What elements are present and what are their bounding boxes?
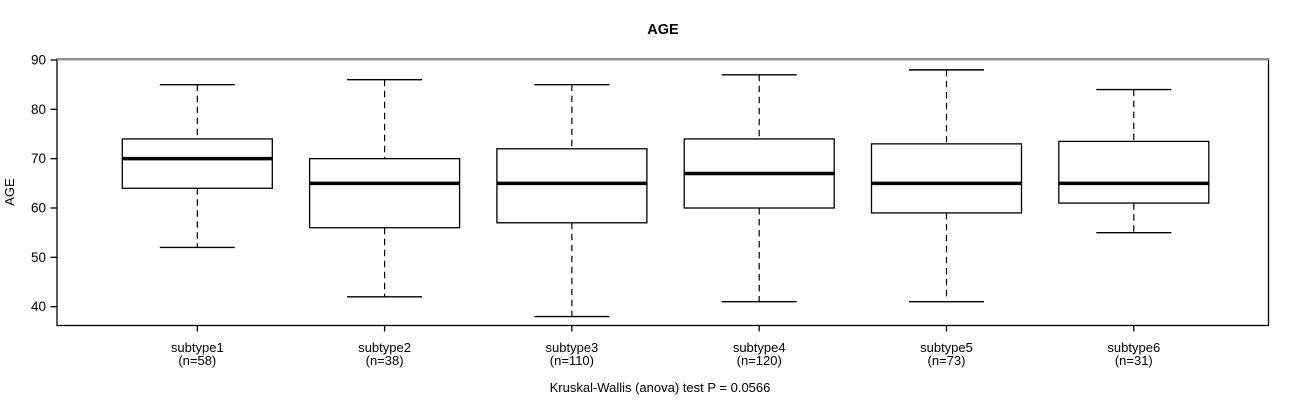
x-label-subtype6: subtype6 [1107, 340, 1160, 355]
y-tick-label-90: 90 [31, 53, 46, 68]
x-label-n-subtype1: (n=58) [178, 353, 216, 368]
boxplot-subtype2: subtype2(n=38) [308, 79, 461, 368]
x-label-subtype3: subtype3 [546, 340, 599, 355]
y-tick-label-50: 50 [31, 250, 46, 265]
x-label-subtype5: subtype5 [920, 340, 973, 355]
chart-title: AGE [647, 22, 679, 38]
iqr-box [496, 148, 648, 224]
x-label-n-subtype2: (n=38) [366, 353, 404, 368]
x-label-subtype1: subtype1 [171, 340, 224, 355]
x-label-subtype2: subtype2 [358, 340, 411, 355]
iqr-box [121, 138, 273, 189]
boxplot-subtype4: subtype4(n=120) [683, 74, 835, 368]
x-label-n-subtype5: (n=73) [928, 353, 966, 368]
y-tick-label-70: 70 [31, 151, 46, 166]
x-label-n-subtype4: (n=120) [737, 353, 782, 368]
iqr-box [308, 158, 461, 229]
iqr-box [1058, 140, 1210, 204]
x-label-subtype4: subtype4 [733, 340, 786, 355]
y-axis-title: AGE [2, 178, 17, 206]
boxplot-subtype3: subtype3(n=110) [496, 83, 648, 368]
y-tick-label-40: 40 [31, 299, 46, 314]
boxplot-subtype1: subtype1(n=58) [121, 83, 273, 368]
boxplot-subtype5: subtype5(n=73) [870, 69, 1023, 368]
y-tick-label-60: 60 [31, 200, 46, 215]
chart-subtitle: Kruskal-Wallis (anova) test P = 0.0566 [550, 380, 771, 395]
x-label-n-subtype6: (n=31) [1115, 353, 1153, 368]
boxplot-subtype6: subtype6(n=31) [1058, 88, 1210, 368]
y-tick-label-80: 80 [31, 102, 46, 117]
x-label-n-subtype3: (n=110) [550, 353, 594, 368]
plot-area: 405060708090subtype1(n=58)subtype2(n=38)… [31, 53, 1270, 368]
iqr-box [870, 143, 1023, 214]
